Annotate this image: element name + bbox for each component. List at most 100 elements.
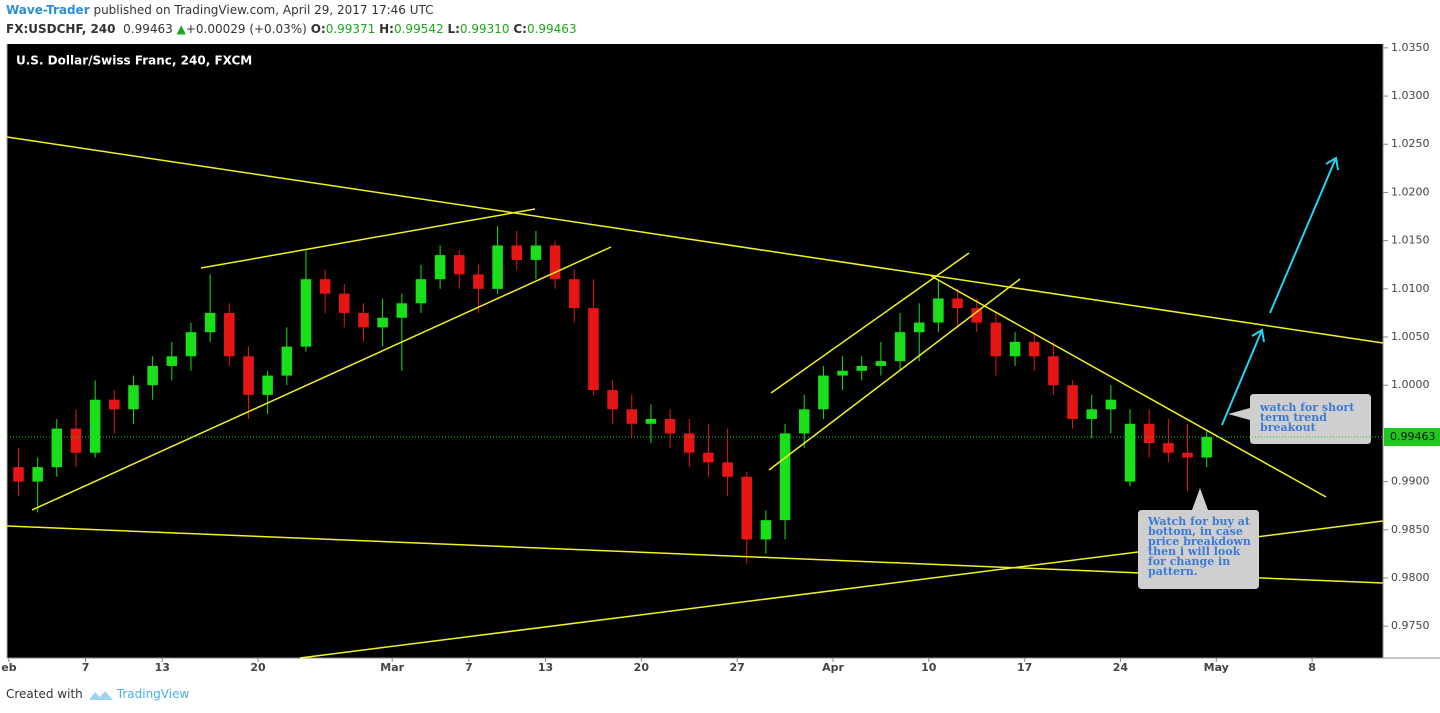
open: 0.99371 xyxy=(325,22,376,36)
candle-body xyxy=(281,346,293,376)
low-label: L: xyxy=(447,22,460,36)
x-tick-label: 13 xyxy=(538,661,553,674)
y-tick-label: 1.0150 xyxy=(1391,234,1430,247)
candle-body xyxy=(683,433,695,453)
x-tick-label: eb xyxy=(1,661,16,674)
y-tick-label: 0.9750 xyxy=(1391,619,1430,632)
candle-body xyxy=(722,462,733,477)
symbol: FX:USDCHF, 240 xyxy=(6,22,116,36)
candle-body xyxy=(128,385,139,410)
high-label: H: xyxy=(379,22,394,36)
candle-body xyxy=(664,418,676,434)
arrow: ▲ xyxy=(176,22,186,36)
trend-line xyxy=(770,252,970,394)
x-tick-label: 27 xyxy=(730,661,745,674)
high: 0.99542 xyxy=(393,22,444,36)
candle-body xyxy=(166,356,178,366)
y-tick-label: 1.0100 xyxy=(1391,282,1430,295)
candle-body xyxy=(377,317,388,328)
candle-body xyxy=(856,365,867,371)
trend-line xyxy=(6,136,1384,344)
candle-body xyxy=(204,312,216,333)
arrow xyxy=(1221,328,1265,426)
candle-body xyxy=(741,476,753,540)
logo-shape xyxy=(89,691,113,700)
x-tick-label: 20 xyxy=(250,661,266,674)
candle-body xyxy=(109,399,120,410)
x-tick-label: 8 xyxy=(1308,661,1316,674)
chart-title: U.S. Dollar/Swiss Franc, 240, FXCM xyxy=(16,54,252,68)
candle-body xyxy=(875,361,887,366)
y-tick-label: 0.9900 xyxy=(1391,475,1430,488)
publish-line: Wave-Trader published on TradingView.com… xyxy=(6,3,434,17)
candle-body xyxy=(1182,452,1193,458)
trend-line xyxy=(930,275,1327,498)
candle-body xyxy=(319,279,331,294)
candle-body xyxy=(779,433,791,521)
candle-body xyxy=(818,375,829,410)
candle-body xyxy=(1086,409,1097,419)
candle-body xyxy=(760,520,772,540)
last-price-box xyxy=(1384,427,1440,446)
candle-body xyxy=(1143,423,1155,444)
candle-body xyxy=(588,308,599,391)
last-price-label: 0.99463 xyxy=(1390,430,1436,443)
candle-body xyxy=(1048,356,1059,386)
candle-body xyxy=(13,467,24,482)
x-tick-label: 7 xyxy=(465,661,473,674)
candle-body xyxy=(626,409,638,424)
candle-body xyxy=(645,418,657,424)
y-tick-label: 1.0200 xyxy=(1391,185,1430,198)
candle-body xyxy=(703,452,714,463)
candles xyxy=(13,226,1212,564)
candle-body xyxy=(358,312,369,328)
candle-body xyxy=(147,365,158,386)
y-tick-label: 1.0350 xyxy=(1391,41,1430,54)
candle-body xyxy=(894,332,906,362)
close: 0.99463 xyxy=(526,22,577,36)
x-tick-label: 20 xyxy=(634,661,650,674)
candle-body xyxy=(224,312,235,357)
candle-body xyxy=(434,255,446,280)
candle-body xyxy=(1124,423,1136,482)
trend-line xyxy=(200,208,536,269)
callout xyxy=(1228,394,1371,444)
y-tick-label: 1.0250 xyxy=(1391,137,1430,150)
candle-body xyxy=(568,279,580,309)
x-tick-label: Apr xyxy=(822,661,844,674)
candle-body xyxy=(549,245,561,280)
candle-body xyxy=(1105,399,1117,410)
candle-body xyxy=(1028,341,1040,357)
candle-body xyxy=(1201,436,1212,458)
candle-body xyxy=(607,390,618,410)
y-tick-label: 1.0000 xyxy=(1391,378,1430,391)
candle-body xyxy=(837,370,848,376)
candle-body xyxy=(971,308,982,323)
callout xyxy=(1138,488,1259,589)
x-tick-label: 17 xyxy=(1017,661,1032,674)
footer: Created with TradingView xyxy=(6,687,189,701)
logo xyxy=(89,691,113,700)
candle-body xyxy=(396,303,408,318)
candle-body xyxy=(473,274,484,289)
candle-body xyxy=(185,332,197,357)
annotation: Watch for buy at bottom, in case price b… xyxy=(1148,515,1251,578)
candle-body xyxy=(70,428,82,453)
candle-body xyxy=(990,322,1002,357)
trend-line xyxy=(31,246,612,511)
close-label: C: xyxy=(513,22,527,36)
x-tick-label: 13 xyxy=(155,661,170,674)
brand[interactable]: TradingView xyxy=(116,687,190,701)
trend-line xyxy=(768,278,1021,471)
candle-body xyxy=(243,356,254,395)
change: +0.00029 (+0.03%) xyxy=(185,22,307,36)
y-tick-label: 0.9850 xyxy=(1391,523,1430,536)
chart: U.S. Dollar/Swiss Franc, 240, FXCM 0.975… xyxy=(1,41,1440,674)
low: 0.99310 xyxy=(459,22,510,36)
author[interactable]: Wave-Trader xyxy=(6,3,90,17)
y-tick-label: 1.0050 xyxy=(1391,330,1430,343)
candle-body xyxy=(454,255,465,275)
quote-line: FX:USDCHF, 240 0.99463 ▲+0.00029 (+0.03%… xyxy=(6,22,577,36)
candle-body xyxy=(32,467,43,482)
